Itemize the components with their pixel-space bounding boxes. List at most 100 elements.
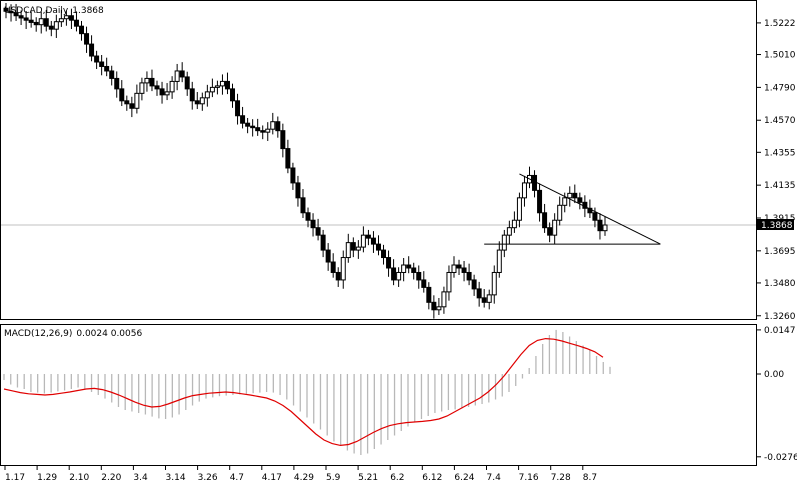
candle-body bbox=[431, 301, 437, 311]
candle bbox=[542, 203, 548, 233]
candle-body bbox=[335, 271, 341, 281]
candle-body bbox=[290, 167, 296, 184]
candle-body bbox=[79, 25, 85, 35]
candle-body bbox=[144, 77, 150, 84]
price-tick-label: 1.3695 bbox=[764, 247, 796, 257]
candle-body bbox=[275, 121, 281, 132]
candle bbox=[119, 80, 125, 107]
candle-body bbox=[94, 55, 100, 63]
candle-body bbox=[416, 271, 422, 281]
candle bbox=[396, 267, 402, 287]
candle bbox=[109, 65, 115, 86]
candle-body bbox=[401, 264, 407, 273]
candle-body bbox=[325, 249, 331, 263]
candle-body bbox=[451, 264, 457, 273]
macd-tick-label: 0.00 bbox=[764, 370, 784, 380]
candle bbox=[139, 77, 145, 101]
last-price-label: 1.3868 bbox=[761, 221, 793, 231]
candle-body bbox=[436, 306, 442, 311]
candle-body bbox=[164, 91, 170, 96]
candle bbox=[134, 84, 140, 114]
candle-body bbox=[154, 85, 160, 90]
candle-body bbox=[139, 82, 145, 94]
candle bbox=[144, 71, 150, 92]
candle-body bbox=[184, 76, 190, 90]
candle bbox=[154, 80, 160, 96]
candle bbox=[230, 83, 236, 108]
price-tick-label: 1.3480 bbox=[764, 279, 796, 289]
candle bbox=[194, 92, 200, 110]
candle bbox=[124, 95, 130, 111]
candle-body bbox=[260, 130, 266, 133]
macd-tick-label: 0.0147 bbox=[764, 326, 796, 336]
candle bbox=[350, 237, 356, 258]
candle bbox=[255, 118, 261, 136]
candle-body bbox=[68, 15, 74, 21]
candle-body bbox=[240, 115, 246, 124]
macd-panel-frame bbox=[0, 324, 757, 466]
macd-tick-label: -0.0276 bbox=[764, 453, 797, 463]
time-tick-label: 4.29 bbox=[294, 473, 314, 483]
candle-body bbox=[134, 92, 140, 109]
candle bbox=[290, 162, 296, 190]
candle-body bbox=[391, 267, 397, 281]
macd-axis: 0.0147 0.00 -0.0276 bbox=[757, 326, 797, 463]
candle-body bbox=[8, 10, 14, 14]
candle-body bbox=[461, 267, 467, 273]
candle bbox=[386, 250, 392, 277]
time-tick-label: 7.16 bbox=[519, 473, 539, 483]
candle bbox=[18, 10, 24, 25]
candle-body bbox=[209, 86, 215, 93]
candle-body bbox=[235, 100, 241, 117]
candle-body bbox=[511, 219, 517, 229]
candle bbox=[79, 20, 85, 41]
candle bbox=[179, 62, 185, 83]
candle-body bbox=[345, 242, 351, 259]
candle bbox=[471, 274, 477, 296]
candle bbox=[381, 244, 387, 265]
candle bbox=[365, 229, 371, 246]
candle bbox=[3, 3, 9, 19]
candle bbox=[104, 57, 110, 77]
candle bbox=[532, 170, 538, 198]
candle-body bbox=[285, 148, 291, 169]
candle bbox=[300, 189, 306, 218]
time-tick-label: 3.26 bbox=[198, 473, 218, 483]
candle bbox=[481, 289, 487, 308]
candle bbox=[486, 289, 492, 310]
candle-body bbox=[265, 128, 271, 133]
candle-body bbox=[104, 65, 110, 72]
candle bbox=[63, 10, 69, 26]
candle bbox=[270, 112, 276, 135]
candle-body bbox=[421, 279, 427, 288]
candle-body bbox=[375, 243, 381, 251]
candle bbox=[33, 17, 39, 32]
candle bbox=[325, 243, 331, 271]
candle-body bbox=[406, 264, 412, 269]
candle-body bbox=[219, 80, 225, 87]
candle-body bbox=[521, 182, 527, 199]
time-tick-label: 6.2 bbox=[390, 473, 404, 483]
candle bbox=[275, 116, 281, 138]
candle-body bbox=[194, 100, 200, 105]
candle bbox=[235, 93, 241, 125]
trendlines[interactable] bbox=[484, 173, 661, 245]
candle bbox=[189, 81, 195, 110]
trendline[interactable] bbox=[519, 173, 661, 245]
candle-body bbox=[159, 88, 165, 96]
price-panel-title: USDCAD,Daily 1.3868 bbox=[4, 6, 104, 16]
candle-body bbox=[28, 19, 34, 23]
candle bbox=[521, 175, 527, 207]
candle bbox=[58, 9, 64, 27]
candle bbox=[48, 20, 54, 37]
candle bbox=[305, 207, 311, 228]
candle bbox=[315, 218, 321, 241]
candle-body bbox=[99, 61, 105, 67]
candle-body bbox=[149, 77, 155, 87]
time-tick-label: 5.21 bbox=[358, 473, 378, 483]
candle-body bbox=[456, 264, 462, 269]
time-tick-label: 1.17 bbox=[5, 473, 25, 483]
candle-body bbox=[486, 294, 492, 303]
